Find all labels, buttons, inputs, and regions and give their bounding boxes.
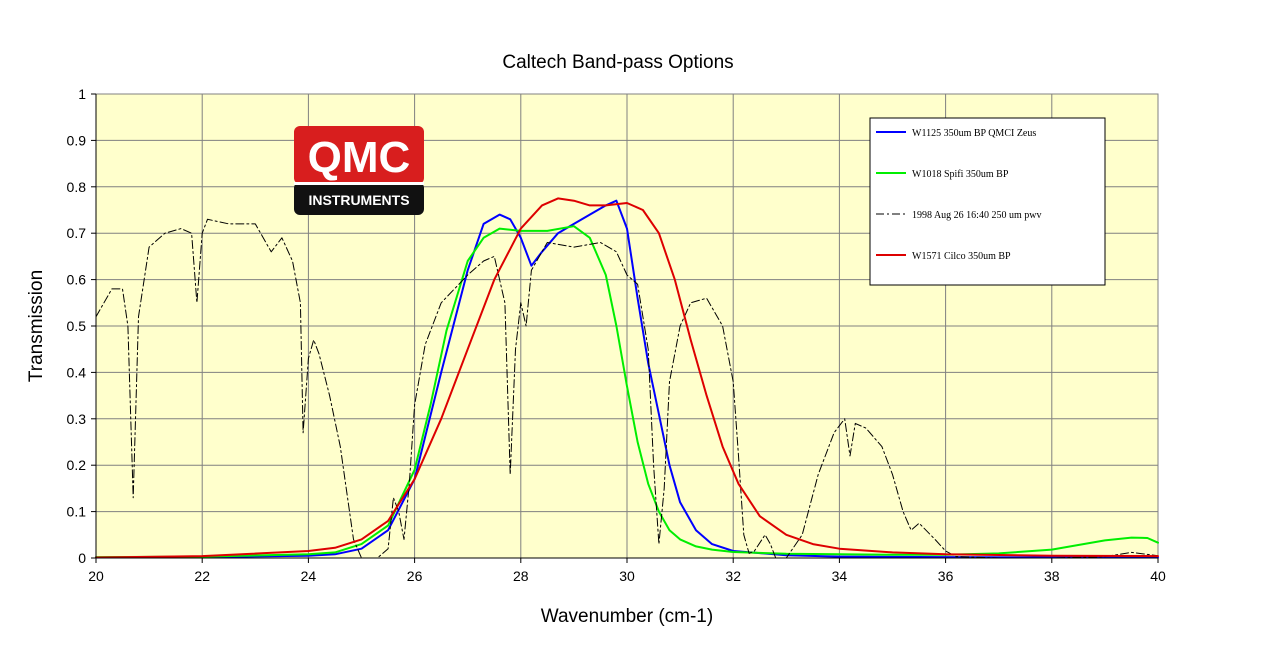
legend-label: 1998 Aug 26 16:40 250 um pwv [912, 210, 1041, 221]
x-tick-label: 30 [619, 568, 635, 584]
x-tick-label: 32 [725, 568, 741, 584]
y-tick-label: 0.4 [67, 364, 87, 380]
legend-label: W1125 350um BP QMCI Zeus [912, 128, 1036, 139]
y-tick-label: 0.6 [67, 272, 87, 288]
y-tick-label: 0.9 [67, 132, 87, 148]
logo-divider [294, 182, 424, 185]
y-axis-title: Transmission [26, 270, 47, 382]
x-axis-title: Wavenumber (cm-1) [541, 606, 713, 627]
x-tick-label: 20 [88, 568, 104, 584]
y-tick-label: 0 [78, 550, 86, 566]
y-tick-label: 0.8 [67, 179, 87, 195]
logo-instruments-text: INSTRUMENTS [308, 192, 409, 208]
y-tick-label: 0.1 [67, 504, 87, 520]
x-tick-label: 36 [938, 568, 954, 584]
series-line-1 [95, 199, 1159, 559]
x-tick-label: 28 [513, 568, 529, 584]
legend-label: W1571 Cilco 350um BP [912, 251, 1011, 262]
legend: W1125 350um BP QMCI Zeus W1018 Spifi 350u… [869, 117, 1106, 286]
logo-dark-block [294, 182, 424, 215]
series-layer [95, 197, 1159, 559]
x-tick-label: 40 [1150, 568, 1166, 584]
x-tick-label: 26 [407, 568, 423, 584]
y-tick-label: 1 [78, 86, 86, 102]
legend-box [869, 117, 1106, 286]
qmc-instruments-logo: QMC INSTRUMENTS [294, 126, 424, 215]
x-tick-label: 24 [301, 568, 317, 584]
logo-red-block [294, 126, 424, 184]
y-tick-labels: 0 0.1 0.2 0.3 0.4 0.5 0.6 0.7 0.8 0.9 1 [67, 86, 87, 566]
x-tick-label: 22 [194, 568, 210, 584]
series-line-2 [95, 225, 1159, 559]
x-tick-label: 38 [1044, 568, 1060, 584]
y-tick-label: 0.7 [67, 225, 87, 241]
axes [91, 93, 1159, 563]
y-tick-label: 0.2 [67, 457, 87, 473]
series-line-4 [95, 197, 1159, 559]
chart-title: Caltech Band-pass Options [502, 52, 733, 73]
x-tick-label: 34 [832, 568, 848, 584]
y-tick-label: 0.3 [67, 411, 87, 427]
x-tick-labels: 20 22 24 26 28 30 32 34 36 38 40 [88, 568, 1166, 584]
logo-qmc-text: QMC [308, 133, 411, 182]
y-tick-label: 0.5 [67, 318, 87, 334]
series-line-3 [95, 218, 1159, 559]
legend-label: W1018 Spifi 350um BP [912, 169, 1009, 180]
